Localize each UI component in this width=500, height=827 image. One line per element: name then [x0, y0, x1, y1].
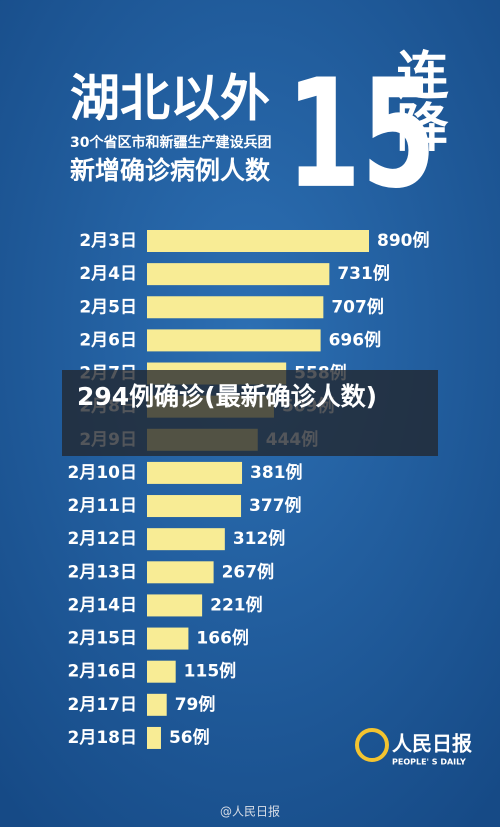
logo-name: 人民日报: [392, 732, 472, 756]
value-label: 707例: [331, 296, 384, 317]
bar: [147, 461, 243, 484]
value-label: 890例: [377, 230, 430, 251]
bar: [147, 528, 225, 551]
bar: [147, 230, 369, 252]
bar: [147, 594, 203, 617]
category-label: 2月11日: [68, 496, 138, 516]
category-label: 2月17日: [68, 695, 138, 715]
subtitle: 30个省区市和新疆生产建设兵团: [70, 134, 271, 151]
category-label: 2月16日: [68, 662, 138, 682]
category-label: 2月13日: [68, 562, 138, 582]
category-label: 2月4日: [79, 264, 137, 284]
bar: [147, 660, 176, 683]
caption: 294例确诊(最新确诊人数): [62, 370, 438, 456]
value-label: 166例: [196, 628, 249, 649]
bar: [147, 263, 330, 286]
chart-title: 湖北以外: [70, 70, 270, 128]
category-label: 2月3日: [79, 231, 137, 251]
logo-english: PEOPLE' S DAILY: [392, 758, 466, 767]
category-label: 2月6日: [79, 330, 137, 350]
bar: [147, 296, 324, 319]
value-label: 115例: [184, 661, 237, 682]
value-label: 381例: [250, 462, 303, 483]
category-label: 2月10日: [68, 463, 138, 483]
value-label: 731例: [337, 263, 390, 284]
value-label: 56例: [169, 727, 210, 748]
headline-number: 15: [286, 47, 436, 221]
value-label: 79例: [175, 694, 216, 715]
value-label: 377例: [249, 495, 302, 516]
value-label: 221例: [210, 594, 263, 615]
value-label: 312例: [233, 528, 285, 549]
bar: [147, 561, 214, 584]
bar: [147, 329, 321, 352]
category-label: 2月5日: [79, 297, 137, 317]
category-label: 2月12日: [68, 529, 138, 549]
bar: [147, 627, 189, 650]
bar: [147, 693, 167, 716]
value-label: 696例: [329, 329, 382, 350]
category-label: 2月15日: [68, 629, 138, 649]
headline-suffix: 连降: [387, 48, 448, 152]
bar: [147, 726, 161, 749]
category-label: 2月18日: [68, 728, 138, 748]
watermark: @人民日报: [220, 804, 280, 819]
value-label: 267例: [222, 561, 275, 582]
logo-icon: [355, 728, 389, 762]
description: 新增确诊病例人数: [70, 156, 271, 185]
category-label: 2月14日: [68, 595, 138, 615]
bar: [147, 495, 242, 518]
